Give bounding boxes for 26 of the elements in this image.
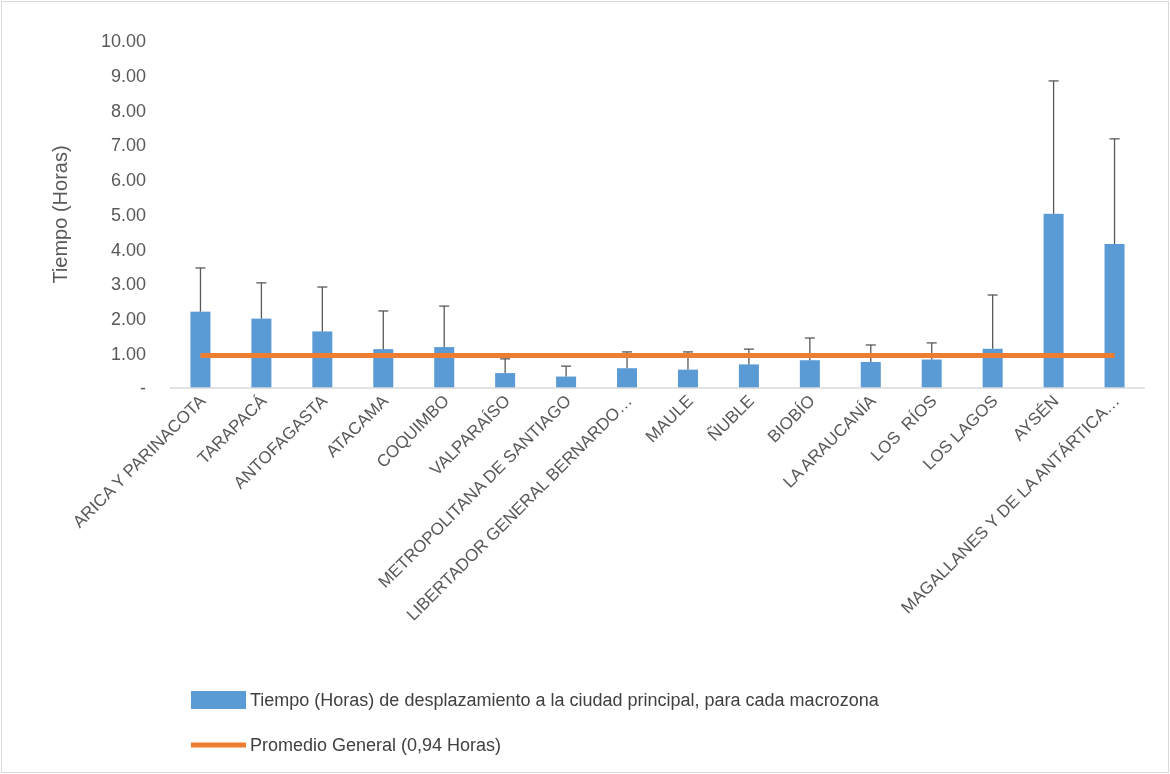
bar (617, 368, 638, 388)
y-tick-label: 6.00 (110, 170, 146, 191)
y-tick-label: 8.00 (110, 100, 146, 121)
bar (799, 360, 820, 388)
bar (1043, 213, 1064, 388)
y-tick-label: 9.00 (110, 66, 146, 86)
bar (1104, 244, 1125, 388)
bar (251, 318, 272, 388)
y-tick-label: 2.00 (110, 308, 146, 329)
y-tick-label: 3.00 (110, 274, 146, 295)
bar (677, 369, 698, 388)
y-tick-label: 7.00 (110, 135, 146, 156)
legend-label: Promedio General (0,94 Horas) (250, 735, 502, 756)
bar (738, 364, 759, 388)
bar (312, 331, 333, 388)
y-tick-label: 4.00 (110, 239, 146, 260)
y-axis-title: Tiempo (Horas) (49, 145, 71, 284)
y-tick-label: 10.00 (100, 31, 146, 52)
y-tick-label: - (140, 378, 146, 399)
bar (190, 311, 211, 388)
legend-label: Tiempo (Horas) de desplazamiento a la ciudad principal, para cada macrozona (250, 690, 880, 711)
bar (921, 359, 942, 388)
bar (495, 373, 516, 388)
y-tick-label: 1.00 (110, 343, 146, 364)
y-tick-label: 5.00 (110, 204, 146, 225)
bar (860, 361, 881, 388)
